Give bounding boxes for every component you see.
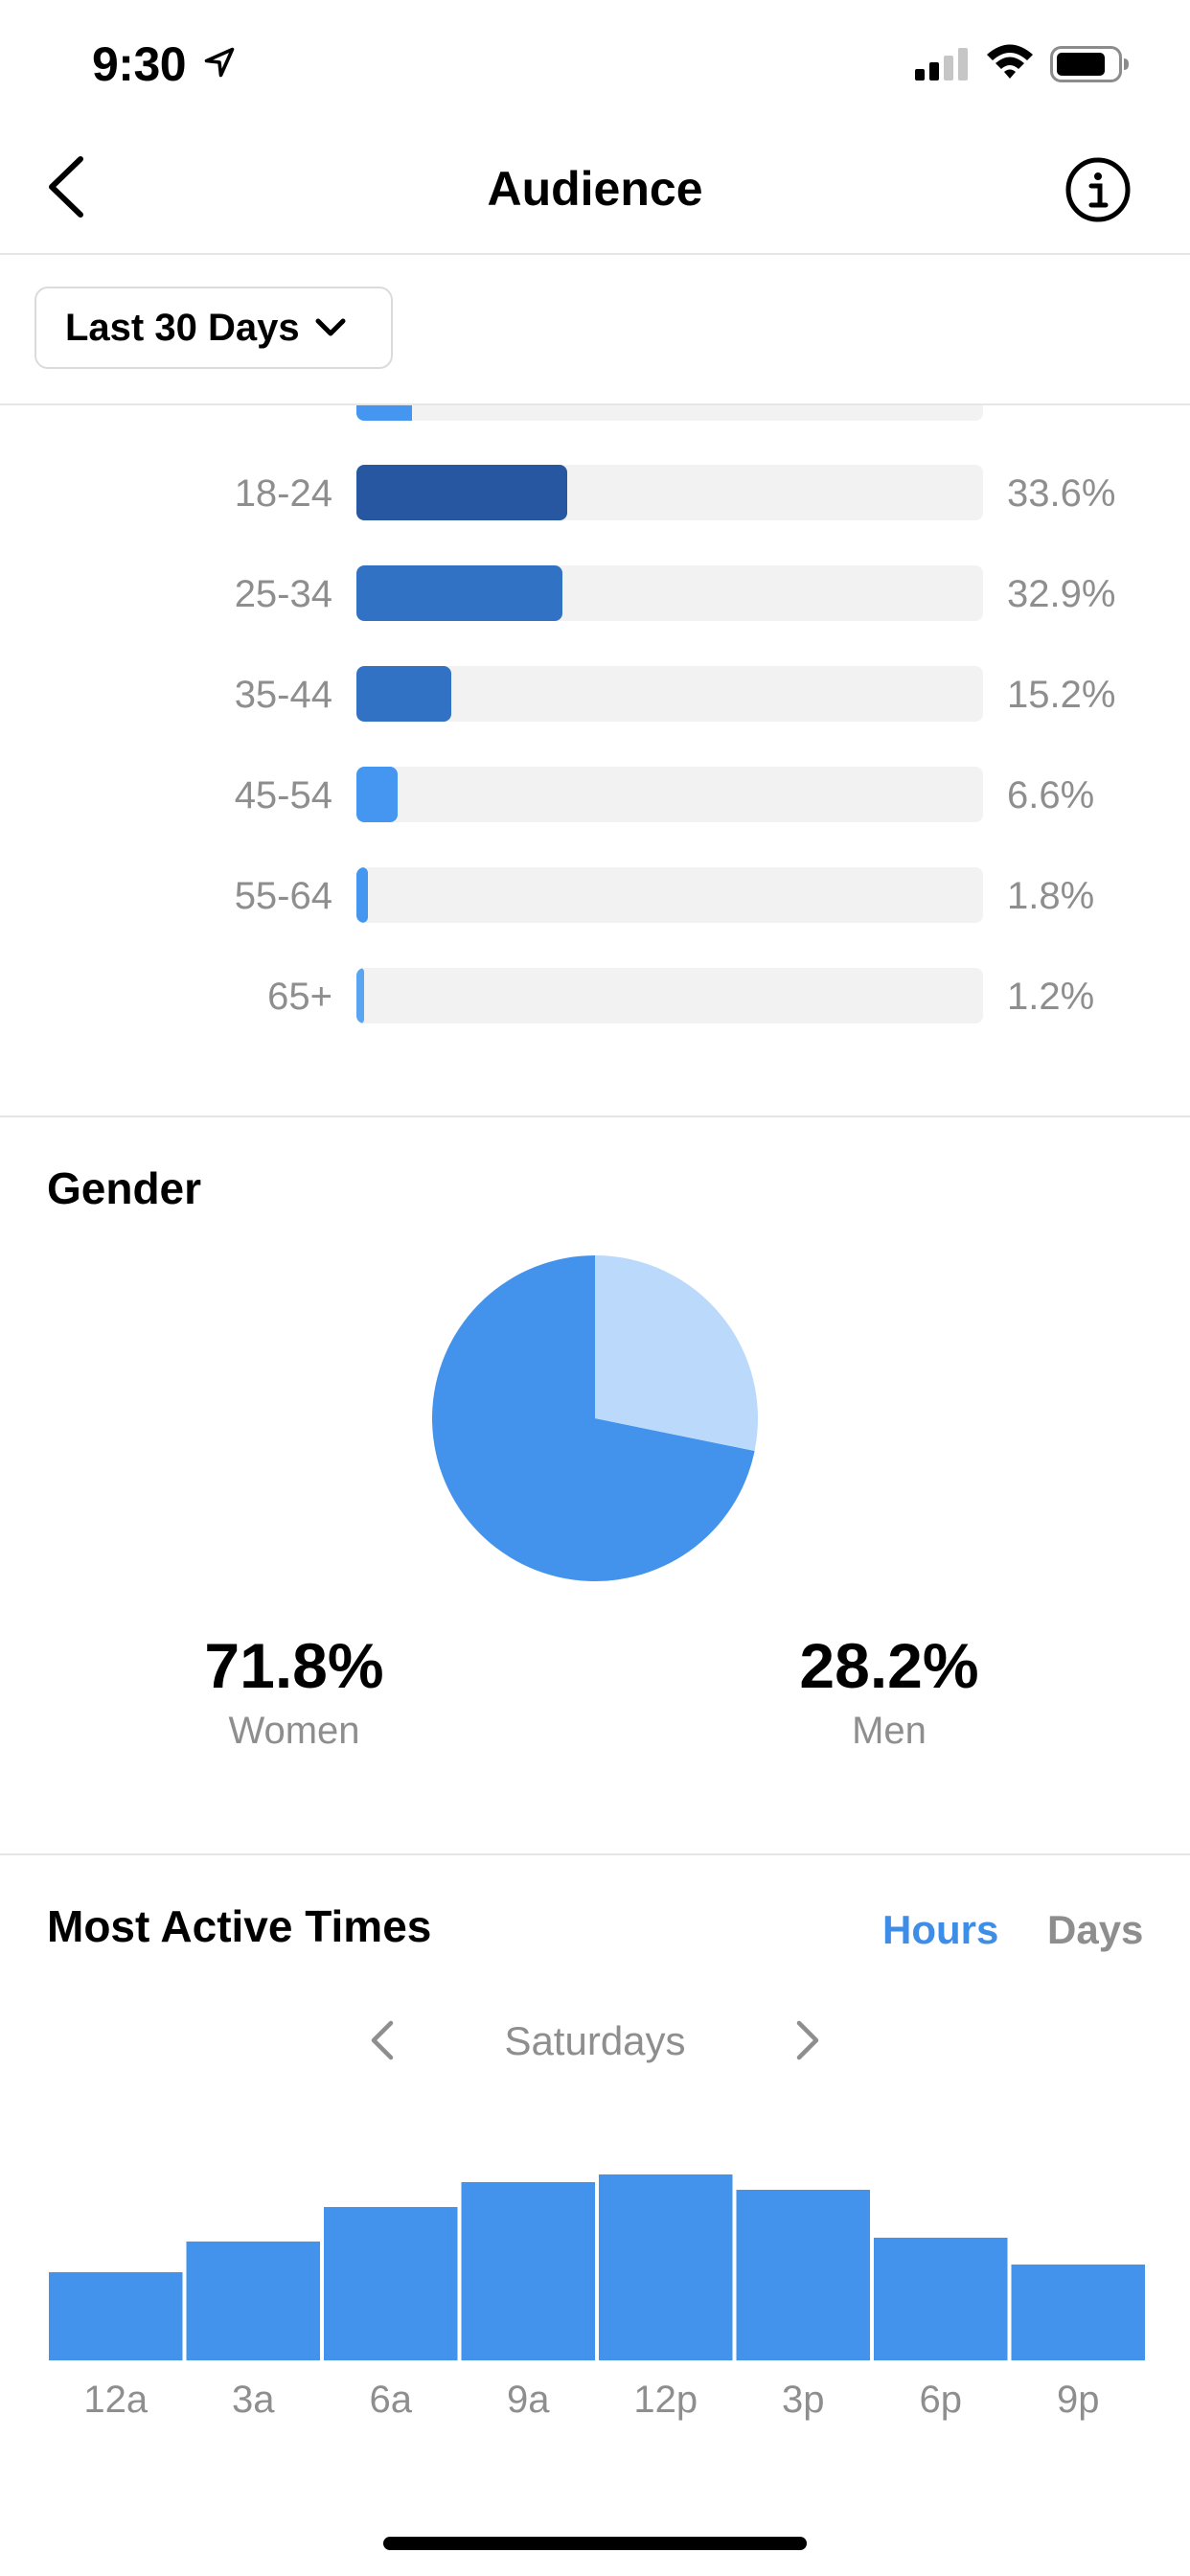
hour-bar-3a bbox=[186, 2242, 320, 2360]
age-row: 65+ 1.2% bbox=[0, 968, 1190, 1025]
hour-bar-9p bbox=[1011, 2265, 1145, 2360]
back-button[interactable] bbox=[42, 151, 100, 222]
next-day-button[interactable] bbox=[788, 2017, 826, 2063]
cellular-signal-icon bbox=[915, 48, 968, 80]
age-percent: 15.2% bbox=[1007, 674, 1116, 716]
chevron-left-icon bbox=[49, 156, 83, 218]
hour-tick-label: 6p bbox=[920, 2379, 963, 2421]
info-button[interactable] bbox=[1064, 155, 1133, 224]
age-row: 55-64 1.8% bbox=[0, 867, 1190, 925]
date-range-label: Last 30 Days bbox=[65, 306, 300, 349]
hour-tick-label: 3a bbox=[232, 2379, 275, 2421]
age-row: 35-44 15.2% bbox=[0, 666, 1190, 724]
hour-tick-label: 9a bbox=[507, 2379, 550, 2421]
age-range-label: 45-54 bbox=[234, 774, 332, 816]
hour-bar-12a bbox=[49, 2272, 183, 2360]
age-bar-track bbox=[356, 666, 983, 722]
page-title: Audience bbox=[487, 162, 703, 216]
section-divider bbox=[0, 1853, 1190, 1855]
day-label: Saturdays bbox=[504, 2018, 686, 2063]
age-bar-fill-partial bbox=[356, 405, 412, 421]
home-indicator bbox=[383, 2537, 807, 2550]
age-range-label: 35-44 bbox=[234, 674, 332, 716]
age-range-label: 25-34 bbox=[234, 573, 332, 615]
location-arrow-icon bbox=[204, 47, 235, 78]
age-percent: 1.8% bbox=[1007, 875, 1095, 917]
age-bar-fill bbox=[356, 767, 399, 822]
age-percent: 32.9% bbox=[1007, 573, 1116, 615]
age-bar-track bbox=[356, 465, 983, 520]
age-percent: 1.2% bbox=[1007, 976, 1095, 1018]
women-percent: 71.8% bbox=[204, 1630, 384, 1701]
women-label: Women bbox=[228, 1710, 360, 1752]
gender-pie-chart bbox=[432, 1255, 758, 1581]
tab-days[interactable]: Days bbox=[1047, 1907, 1144, 1952]
battery-icon bbox=[1050, 46, 1129, 82]
age-row: 25-34 32.9% bbox=[0, 565, 1190, 623]
age-bar-fill bbox=[356, 465, 567, 520]
hour-tick-label: 6a bbox=[370, 2379, 413, 2421]
age-range-label: 55-64 bbox=[234, 875, 332, 917]
age-bar-track bbox=[356, 968, 983, 1024]
pie-slice-women bbox=[432, 1255, 755, 1581]
age-bar-fill bbox=[356, 968, 364, 1024]
men-label: Men bbox=[852, 1710, 927, 1752]
age-bar-track bbox=[356, 565, 983, 621]
filter-divider bbox=[0, 403, 1190, 405]
hour-tick-label: 12p bbox=[633, 2379, 698, 2421]
header-divider bbox=[0, 253, 1190, 255]
age-bar-fill bbox=[356, 666, 452, 722]
hours-bar-chart: 12a 3a 6a 9a 12p 3p 6p 9p bbox=[49, 2174, 1145, 2421]
age-bar-track bbox=[356, 867, 983, 923]
hour-tick-label: 9p bbox=[1057, 2379, 1100, 2421]
hour-bar-6a bbox=[324, 2207, 458, 2360]
age-range-label: 65+ bbox=[267, 976, 332, 1018]
hour-tick-label: 12a bbox=[83, 2379, 148, 2421]
men-percent: 28.2% bbox=[799, 1630, 979, 1701]
status-time: 9:30 bbox=[92, 37, 187, 91]
info-icon bbox=[1065, 157, 1131, 222]
age-bar-fill bbox=[356, 565, 563, 621]
pie-slice-men bbox=[595, 1255, 758, 1451]
hour-bar-12p bbox=[599, 2174, 733, 2360]
age-bar-fill bbox=[356, 867, 368, 923]
hour-bar-3p bbox=[736, 2190, 870, 2360]
wifi-icon bbox=[987, 44, 1033, 79]
age-bar-track bbox=[356, 767, 983, 822]
chevron-left-icon bbox=[371, 2020, 394, 2060]
most-active-times-title: Most Active Times bbox=[47, 1901, 432, 1951]
age-range-label: 18-24 bbox=[234, 472, 332, 515]
chevron-down-icon bbox=[315, 318, 346, 336]
hour-tick-label: 3p bbox=[782, 2379, 825, 2421]
age-row-partial bbox=[356, 405, 983, 421]
tab-hours[interactable]: Hours bbox=[882, 1907, 999, 1952]
age-percent: 33.6% bbox=[1007, 472, 1116, 515]
chevron-right-icon bbox=[796, 2020, 819, 2060]
gender-title: Gender bbox=[47, 1163, 202, 1213]
section-divider bbox=[0, 1116, 1190, 1117]
age-row: 18-24 33.6% bbox=[0, 465, 1190, 522]
previous-day-button[interactable] bbox=[364, 2017, 402, 2063]
hour-bar-9a bbox=[461, 2182, 595, 2360]
date-range-dropdown[interactable]: Last 30 Days bbox=[34, 287, 393, 369]
age-row: 45-54 6.6% bbox=[0, 767, 1190, 824]
hour-bar-6p bbox=[874, 2238, 1008, 2360]
age-percent: 6.6% bbox=[1007, 774, 1095, 816]
